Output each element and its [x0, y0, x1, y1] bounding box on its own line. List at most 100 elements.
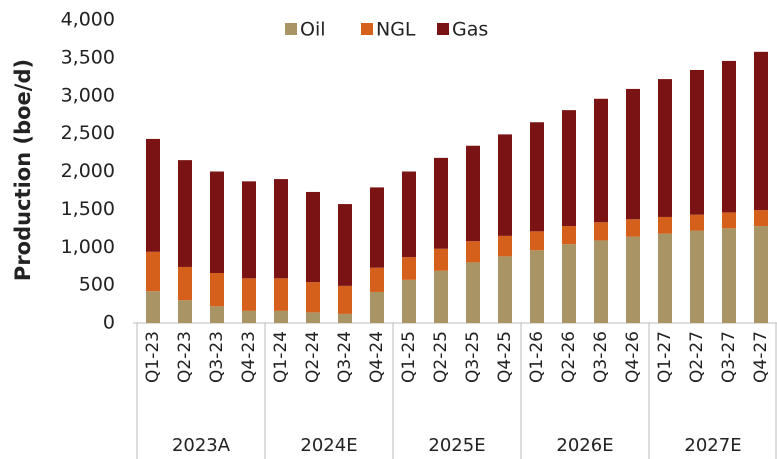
bar-segment — [690, 230, 704, 323]
y-tick-label: 4,000 — [61, 9, 115, 31]
bar-segment — [274, 278, 288, 311]
y-tick-label: 3,500 — [61, 46, 115, 68]
bar-segment — [434, 248, 448, 271]
x-tick-label: Q1-23 — [143, 331, 163, 383]
group-label: 2026E — [556, 435, 613, 456]
bar-segment — [530, 231, 544, 251]
bar-segment — [178, 266, 192, 301]
bar-segment — [658, 216, 672, 234]
bar-segment — [690, 214, 704, 231]
bar-segment — [466, 262, 480, 323]
bar-segment — [498, 256, 512, 323]
bar-segment — [754, 51, 768, 211]
bar-segment — [402, 171, 416, 258]
bar-segment — [594, 240, 608, 323]
x-tick-label: Q2-24 — [303, 331, 323, 383]
bar-segment — [530, 122, 544, 232]
y-tick-label: 3,000 — [61, 84, 115, 106]
bar-segment — [274, 310, 288, 323]
x-tick-label: Q4-25 — [495, 331, 515, 383]
bar-segment — [242, 181, 256, 279]
bar-segment — [402, 279, 416, 323]
x-tick-label: Q4-27 — [751, 331, 771, 383]
bar-segment — [466, 145, 480, 242]
y-tick-label: 0 — [103, 312, 115, 334]
bar-segment — [402, 257, 416, 280]
x-tick-label: Q3-23 — [207, 331, 227, 383]
group-label: 2025E — [428, 435, 485, 456]
x-tick-label: Q4-23 — [239, 331, 259, 383]
bar-segment — [722, 212, 736, 229]
bar-segment — [722, 60, 736, 213]
x-tick-label: Q1-26 — [527, 331, 547, 383]
bar-segment — [658, 79, 672, 217]
bar-segment — [338, 313, 352, 323]
x-tick-label: Q2-25 — [431, 331, 451, 383]
bar-segment — [466, 241, 480, 263]
x-tick-label: Q2-23 — [175, 331, 195, 383]
bar-segment — [178, 160, 192, 267]
bar-segment — [626, 219, 640, 237]
x-tick-label: Q1-24 — [271, 331, 291, 383]
group-label: 2023A — [172, 435, 231, 456]
y-tick-label: 500 — [79, 274, 115, 296]
legend-label: Oil — [300, 19, 326, 41]
bar-segment — [434, 157, 448, 249]
bar-segment — [530, 250, 544, 323]
x-tick-label: Q3-24 — [335, 331, 355, 383]
bar-segment — [658, 233, 672, 323]
bar-segment — [562, 226, 576, 245]
bar-segment — [306, 191, 320, 283]
x-tick-label: Q4-26 — [623, 331, 643, 383]
x-tick-label: Q2-26 — [559, 331, 579, 383]
x-tick-label: Q1-27 — [655, 331, 675, 383]
bar-segment — [338, 285, 352, 314]
x-tick-label: Q3-27 — [719, 331, 739, 383]
bar-segment — [370, 267, 384, 292]
y-tick-label: 2,000 — [61, 160, 115, 182]
bar-segment — [242, 310, 256, 323]
x-tick-label: Q1-25 — [399, 331, 419, 383]
bar-segment — [370, 291, 384, 323]
x-tick-label: Q2-27 — [687, 331, 707, 383]
bar-segment — [594, 98, 608, 223]
legend-swatch — [285, 23, 297, 35]
y-tick-label: 1,500 — [61, 198, 115, 220]
x-tick-label: Q4-24 — [367, 331, 387, 383]
group-label: 2024E — [300, 435, 357, 456]
bar-segment — [274, 179, 288, 279]
bar-segment — [210, 171, 224, 274]
bar-segment — [338, 204, 352, 286]
bar-segment — [146, 291, 160, 323]
y-axis-title: Production (boe/d) — [11, 59, 35, 281]
bar-segment — [178, 300, 192, 323]
bar-segment — [242, 278, 256, 311]
group-label: 2027E — [684, 435, 741, 456]
bar-segment — [146, 138, 160, 252]
bar-segment — [210, 273, 224, 307]
bar-segment — [434, 270, 448, 323]
bar-segment — [306, 312, 320, 323]
bar-segment — [370, 187, 384, 268]
legend-swatch — [361, 23, 373, 35]
x-tick-label: Q3-26 — [591, 331, 611, 383]
bar-segment — [498, 134, 512, 236]
bar-segment — [562, 244, 576, 323]
bar-segment — [146, 251, 160, 292]
bar-segment — [690, 69, 704, 215]
y-tick-label: 1,000 — [61, 236, 115, 258]
bar-segment — [754, 226, 768, 323]
bar-segment — [306, 282, 320, 313]
bar-segment — [754, 210, 768, 227]
x-tick-label: Q3-25 — [463, 331, 483, 383]
bar-segment — [562, 110, 576, 227]
bar-segment — [594, 222, 608, 241]
bar-segment — [498, 235, 512, 257]
bar-segment — [210, 306, 224, 323]
legend-swatch — [437, 23, 449, 35]
bar-segment — [626, 236, 640, 323]
legend-label: Gas — [452, 19, 488, 41]
y-tick-label: 2,500 — [61, 122, 115, 144]
bar-segment — [722, 228, 736, 323]
